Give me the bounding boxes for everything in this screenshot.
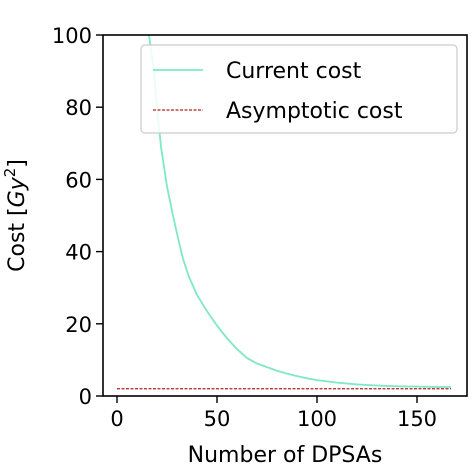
y-axis: 0 20 40 60 80 100 bbox=[52, 24, 103, 409]
legend-box bbox=[140, 44, 458, 134]
y-tick-label: 100 bbox=[52, 24, 92, 48]
y-tick-label: 60 bbox=[65, 168, 92, 192]
legend: Current cost Asymptotic cost bbox=[140, 44, 458, 134]
y-tick-label: 0 bbox=[79, 385, 92, 409]
y-axis-label: Cost [Gy2] bbox=[1, 159, 30, 272]
x-tick-label: 150 bbox=[397, 407, 437, 431]
x-axis-label: Number of DPSAs bbox=[188, 443, 383, 468]
legend-label-current-cost: Current cost bbox=[226, 59, 362, 84]
x-tick-label: 100 bbox=[297, 407, 337, 431]
plot-frame bbox=[102, 34, 468, 397]
y-tick-label: 20 bbox=[65, 313, 92, 337]
y-tick-label: 40 bbox=[65, 241, 92, 265]
x-axis: 0 50 100 150 bbox=[110, 396, 437, 431]
x-tick-label: 50 bbox=[204, 407, 231, 431]
plot-area bbox=[102, 34, 468, 397]
series-line-current-cost bbox=[148, 35, 451, 388]
x-tick-label: 0 bbox=[110, 407, 123, 431]
legend-label-asymptotic-cost: Asymptotic cost bbox=[226, 99, 403, 124]
y-tick-label: 80 bbox=[65, 96, 92, 120]
